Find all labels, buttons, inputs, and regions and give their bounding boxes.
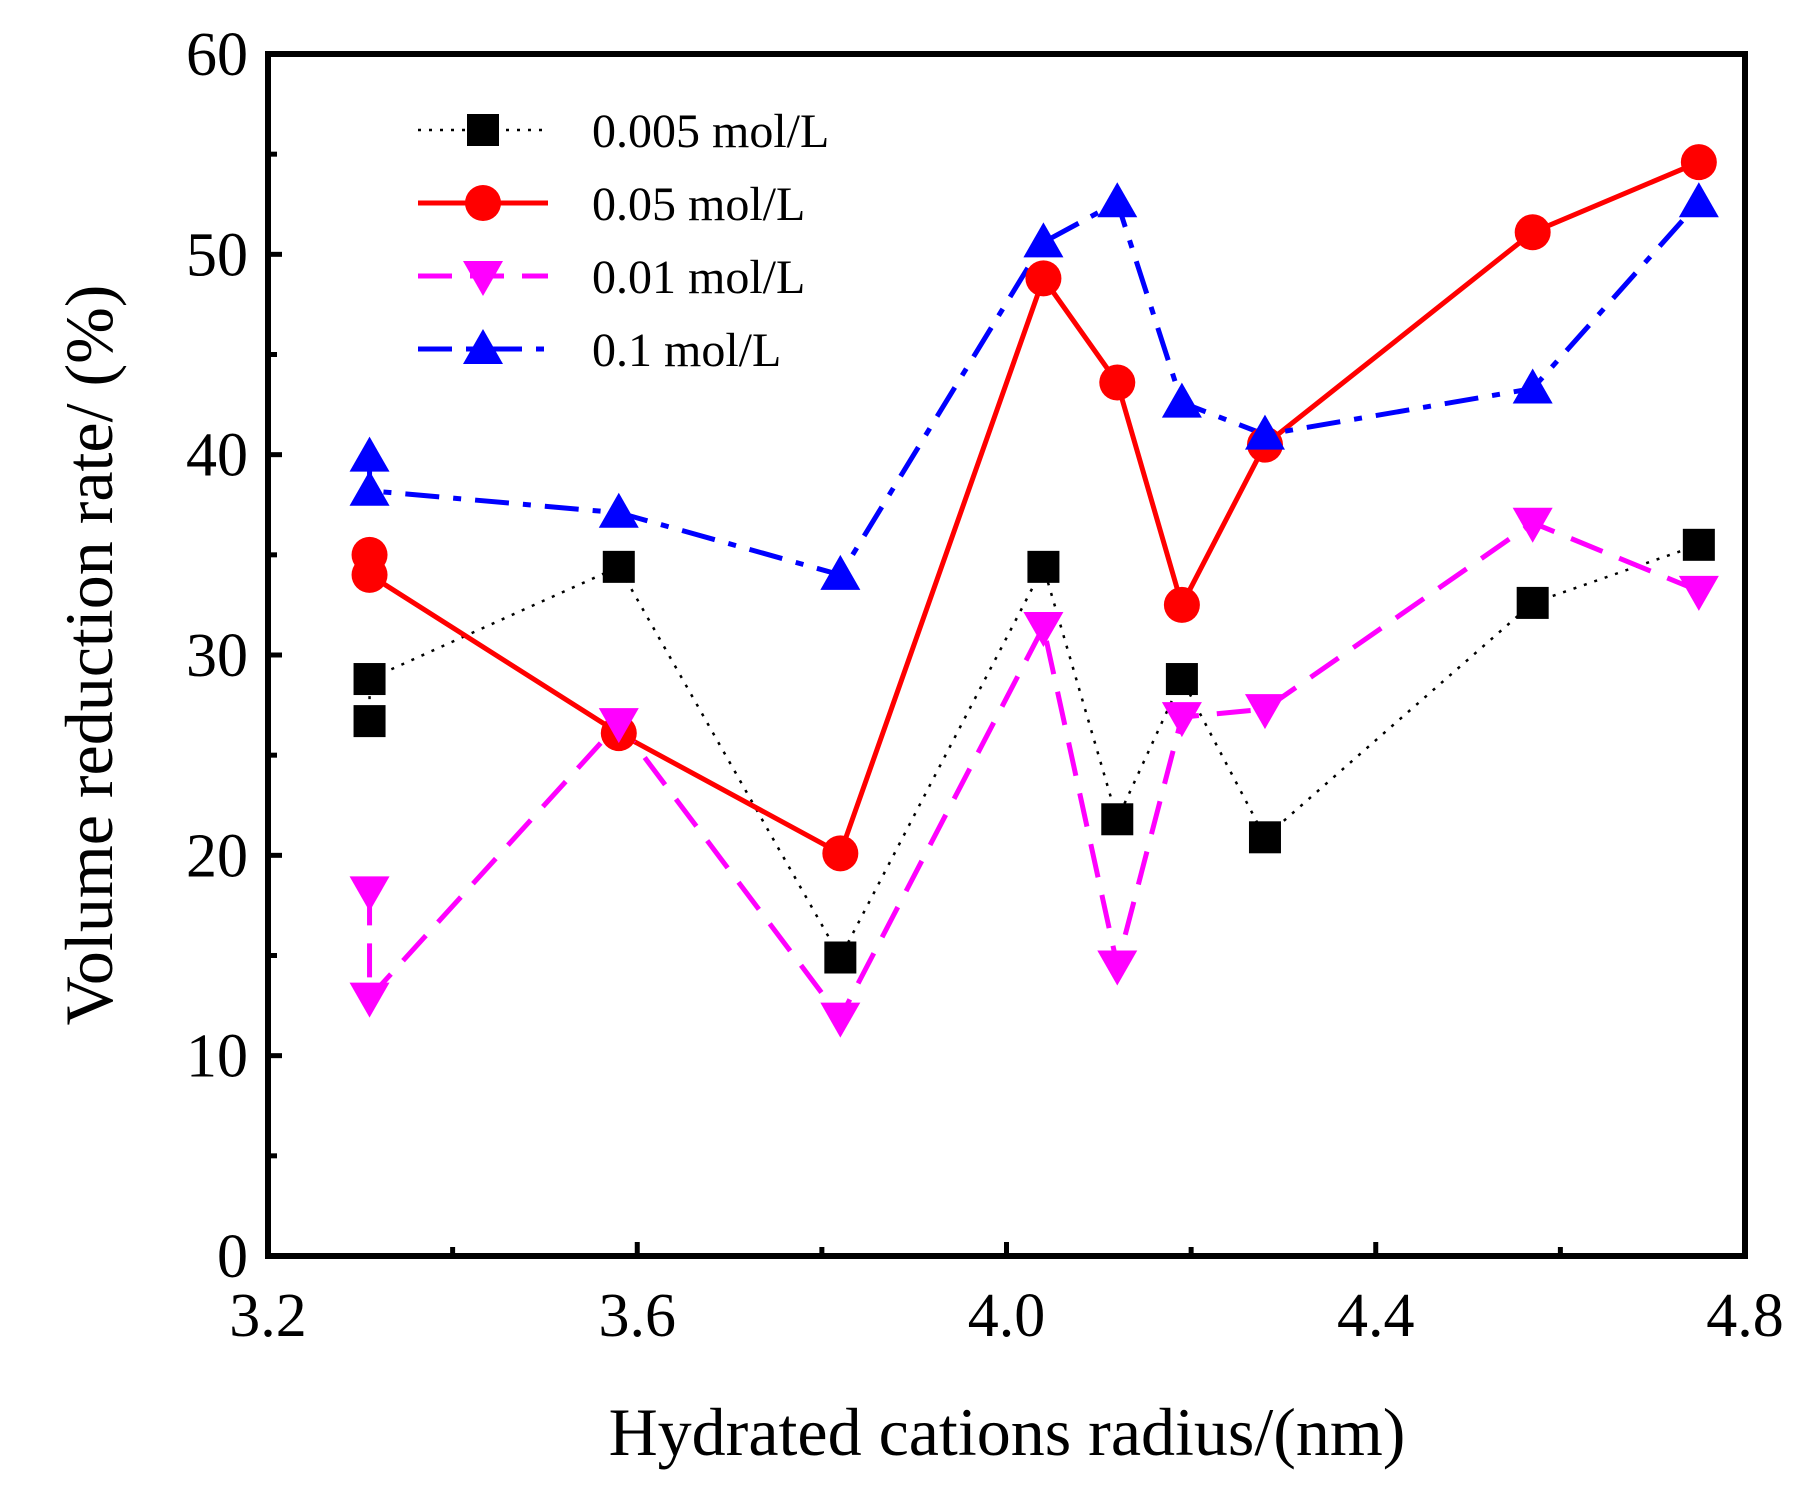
y-tick-label: 0 <box>217 1223 248 1291</box>
legend-item-0-005-mol-l: 0.005 mol/L <box>418 105 829 158</box>
legend: 0.005 mol/L 0.05 mol/L 0.01 mol/L 0.1 mol/L <box>418 105 829 377</box>
data-point-0-1-mol-l <box>349 470 390 506</box>
data-point-0-05-mol-l <box>1680 144 1717 181</box>
data-point-0-05-mol-l <box>351 556 388 593</box>
data-point-0-1-mol-l <box>820 554 861 590</box>
y-axis-tick-labels: 0 10 20 30 40 50 60 <box>186 21 248 1291</box>
data-point-0-005-mol-l <box>1101 803 1134 836</box>
data-point-0-1-mol-l <box>1678 182 1719 218</box>
legend-label: 0.1 mol/L <box>592 324 781 377</box>
data-point-0-01-mol-l <box>1678 575 1719 611</box>
data-point-0-005-mol-l <box>602 550 635 583</box>
data-point-0-005-mol-l <box>1516 586 1549 619</box>
data-point-0-1-mol-l <box>1023 222 1064 258</box>
legend-marker <box>463 261 503 296</box>
y-tick-label: 40 <box>186 422 248 490</box>
legend-item-0-01-mol-l: 0.01 mol/L <box>418 251 805 304</box>
legend-marker <box>463 329 503 364</box>
data-point-0-01-mol-l <box>349 982 390 1018</box>
data-point-0-05-mol-l <box>1025 260 1062 297</box>
x-tick-label: 3.6 <box>599 1282 677 1350</box>
plot-markers <box>349 144 1719 1038</box>
x-tick-label: 4.8 <box>1706 1282 1784 1350</box>
data-point-0-01-mol-l <box>1244 694 1285 730</box>
y-axis-ticks <box>268 51 282 1259</box>
data-point-0-005-mol-l <box>353 663 386 696</box>
series-line-0-1-mol-l <box>367 199 1701 578</box>
data-point-0-01-mol-l <box>1097 950 1138 986</box>
series-line-0-01-mol-l <box>367 520 1700 1021</box>
x-axis-tick-labels: 3.2 3.6 4.0 4.4 4.8 <box>229 1282 1784 1350</box>
x-axis-ticks <box>265 1242 1748 1256</box>
y-tick-label: 20 <box>186 822 248 890</box>
data-point-0-1-mol-l <box>1512 368 1553 404</box>
legend-marker <box>467 114 499 146</box>
data-point-0-1-mol-l <box>598 492 639 528</box>
data-point-0-005-mol-l <box>1027 550 1060 583</box>
x-tick-label: 3.2 <box>229 1282 307 1350</box>
data-point-0-005-mol-l <box>1248 821 1281 854</box>
legend-item-0-1-mol-l: 0.1 mol/L <box>418 324 781 377</box>
series-line-0-05-mol-l <box>367 159 1700 856</box>
legend-label: 0.01 mol/L <box>592 251 805 304</box>
y-tick-label: 10 <box>186 1023 248 1091</box>
y-tick-label: 50 <box>186 221 248 289</box>
data-point-0-005-mol-l <box>1165 663 1198 696</box>
data-point-0-1-mol-l <box>1161 382 1202 418</box>
data-point-0-005-mol-l <box>353 705 386 738</box>
data-point-0-1-mol-l <box>349 436 390 472</box>
x-tick-label: 4.0 <box>968 1282 1046 1350</box>
data-point-0-1-mol-l <box>1097 182 1138 218</box>
data-point-0-01-mol-l <box>820 1002 861 1038</box>
legend-label: 0.05 mol/L <box>592 178 805 231</box>
x-tick-label: 4.4 <box>1337 1282 1415 1350</box>
data-point-0-01-mol-l <box>1023 611 1064 647</box>
data-point-0-01-mol-l <box>349 876 390 912</box>
data-point-0-05-mol-l <box>1099 364 1136 401</box>
data-point-0-01-mol-l <box>1161 702 1202 738</box>
x-axis-title: Hydrated cations radius/(nm) <box>609 1394 1406 1470</box>
data-point-0-05-mol-l <box>1163 586 1200 623</box>
legend-item-0-05-mol-l: 0.05 mol/L <box>418 178 805 231</box>
legend-marker <box>465 185 501 221</box>
data-point-0-05-mol-l <box>1514 214 1551 251</box>
data-point-0-005-mol-l <box>1682 528 1715 561</box>
y-axis-title: Volume reduction rate/ (%) <box>51 285 127 1026</box>
y-tick-label: 30 <box>186 622 248 690</box>
data-point-0-1-mol-l <box>1244 414 1285 450</box>
y-tick-label: 60 <box>186 21 248 89</box>
series-line-0-005-mol-l <box>368 543 1700 959</box>
plot-lines <box>367 159 1701 1021</box>
data-point-0-01-mol-l <box>1512 507 1553 543</box>
data-point-0-005-mol-l <box>824 941 857 974</box>
data-point-0-01-mol-l <box>598 708 639 744</box>
legend-label: 0.005 mol/L <box>592 105 829 158</box>
data-point-0-05-mol-l <box>822 835 859 872</box>
